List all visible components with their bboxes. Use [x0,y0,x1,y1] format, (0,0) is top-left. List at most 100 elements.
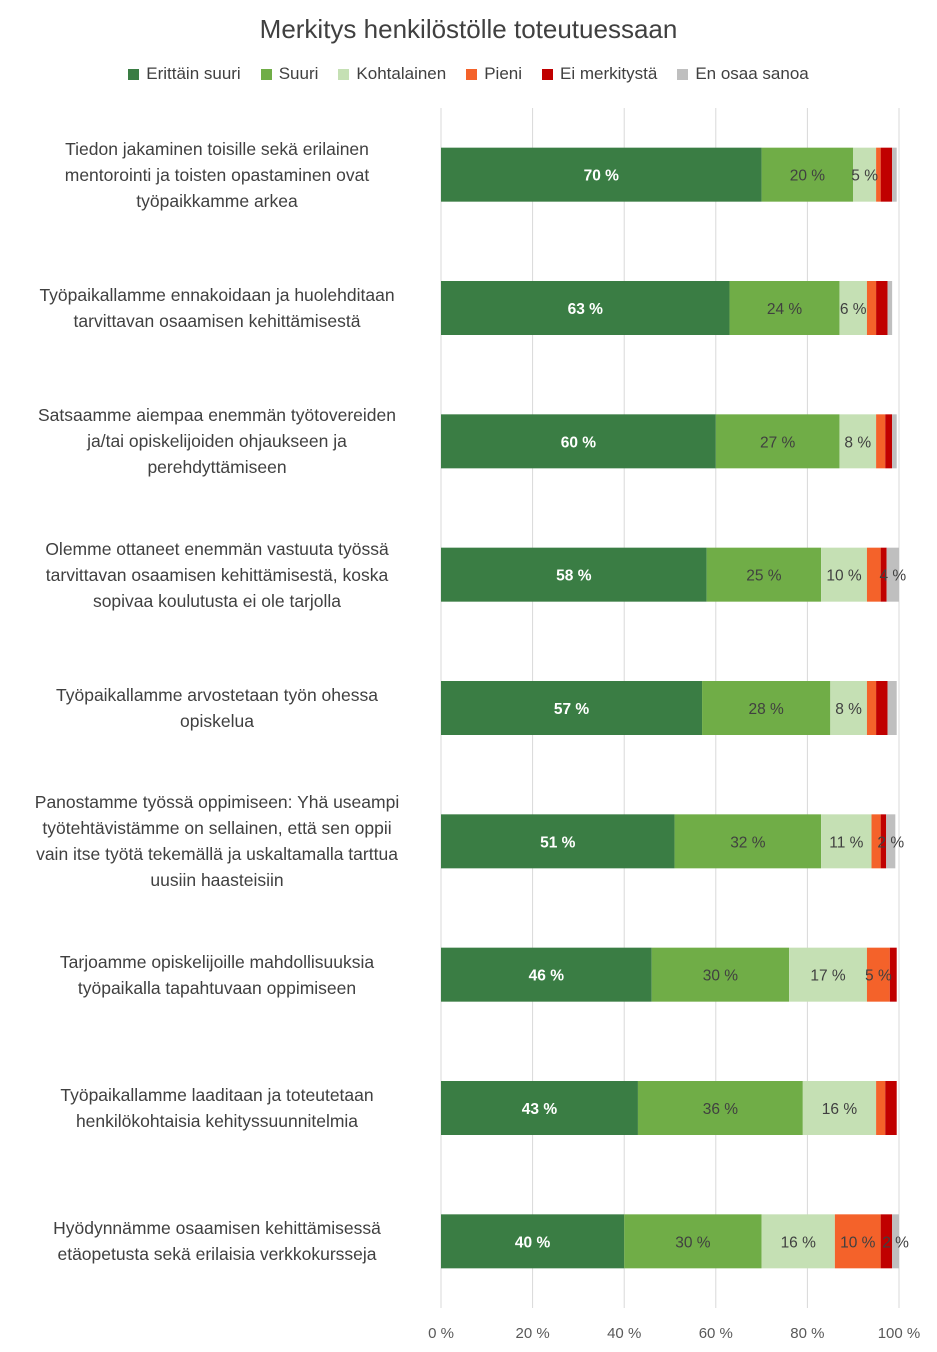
data-label: 2 % [877,834,904,851]
data-label: 32 % [730,834,766,851]
data-label: 57 % [554,701,590,718]
legend-label: Pieni [484,64,523,83]
legend-swatch [128,68,140,80]
data-label: 8 % [844,434,871,451]
bar-segment [889,947,897,1002]
bar-segment [876,414,886,469]
category-label-line: Työpaikallamme ennakoidaan ja huolehdita… [39,285,395,305]
data-label: 6 % [840,301,867,318]
bar-segment [853,147,877,202]
data-label: 30 % [703,968,739,985]
category-label: Tarjoamme opiskelijoille mahdollisuuksia… [8,949,426,1001]
data-label: 16 % [781,1234,817,1251]
category-label-line: opiskelua [180,711,254,731]
bar-segment [886,547,899,602]
data-label: 10 % [840,1234,876,1251]
bar-segment [441,281,730,335]
bar-segment [871,814,881,869]
bar-segment [892,414,897,469]
bar-segment [441,147,762,202]
category-label: Tiedon jakaminen toisille sekä erilainen… [8,136,426,214]
legend-swatch [338,68,350,80]
bar-segment [441,1081,638,1135]
category-label-line: perehdyttämiseen [147,457,287,478]
bar-segment [441,547,707,602]
legend-label: En osaa sanoa [695,64,809,83]
chart-title: Merkitys henkilöstölle toteutuessaan [259,14,678,44]
data-label: 2 % [882,1234,909,1251]
data-label: 20 % [790,168,826,185]
data-label: 4 % [879,568,906,585]
bar-segment [441,947,652,1002]
category-label-line: sopivaa koulutusta ei ole tarjolla [92,590,342,611]
bar-segment [706,547,822,602]
data-label: 11 % [829,834,863,851]
category-label-line: uusiin haasteisiin [150,870,284,891]
bar-segment [834,1214,881,1269]
data-label: 5 % [851,168,878,185]
data-label: 24 % [767,301,803,318]
data-label: 16 % [822,1101,858,1118]
data-label: 5 % [865,968,892,985]
legend-item: Erittäin suuri [128,64,241,84]
legend-swatch [260,68,272,80]
category-label-line: Tiedon jakaminen toisille sekä erilainen [65,138,369,159]
legend-swatch [542,68,554,80]
x-tick-label: 100 % [878,1325,921,1342]
bar-segment [866,281,877,335]
bar-segment [715,414,840,469]
bar-segment [702,681,831,735]
x-tick-label: 40 % [607,1325,641,1342]
legend: Erittäin suuri Suuri Kohtalainen Pieni Ei me… [0,64,937,84]
category-label-line: Panostamme työssä oppimiseen: Yhä useamp… [34,792,400,813]
category-label: Työpaikallamme ennakoidaan ja huolehdita… [8,282,426,334]
legend-item: Kohtalainen [338,64,446,84]
bar-segment [441,681,703,735]
data-label: 8 % [835,701,862,718]
bar-segment [821,547,867,602]
bar-segment [866,947,890,1002]
data-label: 46 % [529,968,565,985]
data-label: 40 % [515,1234,551,1251]
x-tick-label: 80 % [790,1325,824,1342]
bar-segment [866,681,877,735]
category-label-line: tarvittavan osaamisen kehittämisestä [73,311,361,331]
data-label: 25 % [746,568,782,585]
bar-segment [839,414,877,469]
bar-segment [441,414,716,469]
data-label: 28 % [749,701,785,718]
category-label-line: vain itse työtä tekemällä ja uskaltamall… [36,844,398,865]
data-label: 43 % [522,1101,558,1118]
legend-item: Pieni [466,64,522,84]
legend-item: En osaa sanoa [677,64,809,84]
bar-segment [821,814,872,869]
category-label-line: Olemme ottaneet enemmän vastuuta työssä [45,538,389,559]
bar-segment [876,1081,886,1135]
category-label-line: henkilökohtaisia kehityssuunnitelmia [75,1111,359,1131]
bar-segment [886,814,896,869]
legend-swatch [677,68,689,80]
legend-label: Erittäin suuri [146,64,241,83]
category-label-line: työpaikkamme arkea [136,190,298,211]
bar-segment [880,1214,893,1269]
data-label: 60 % [561,434,597,451]
bar-segment [637,1081,803,1135]
bar-segment [802,1081,877,1135]
data-label: 70 % [584,168,620,185]
data-label: 17 % [810,968,846,985]
bar-segment [885,414,893,469]
x-tick-label: 0 % [428,1325,454,1342]
bar-segment [880,147,893,202]
legend-label: Kohtalainen [356,64,447,83]
data-label: 10 % [826,568,862,585]
legend-label: Suuri [278,64,319,83]
x-tick-label: 60 % [699,1325,733,1342]
bar-segment [441,1214,625,1269]
bar-segment [624,1214,762,1269]
bar-segment [866,547,881,602]
bar-segment [885,1081,897,1135]
bar-segment [729,281,840,335]
bar-segment [674,814,822,869]
